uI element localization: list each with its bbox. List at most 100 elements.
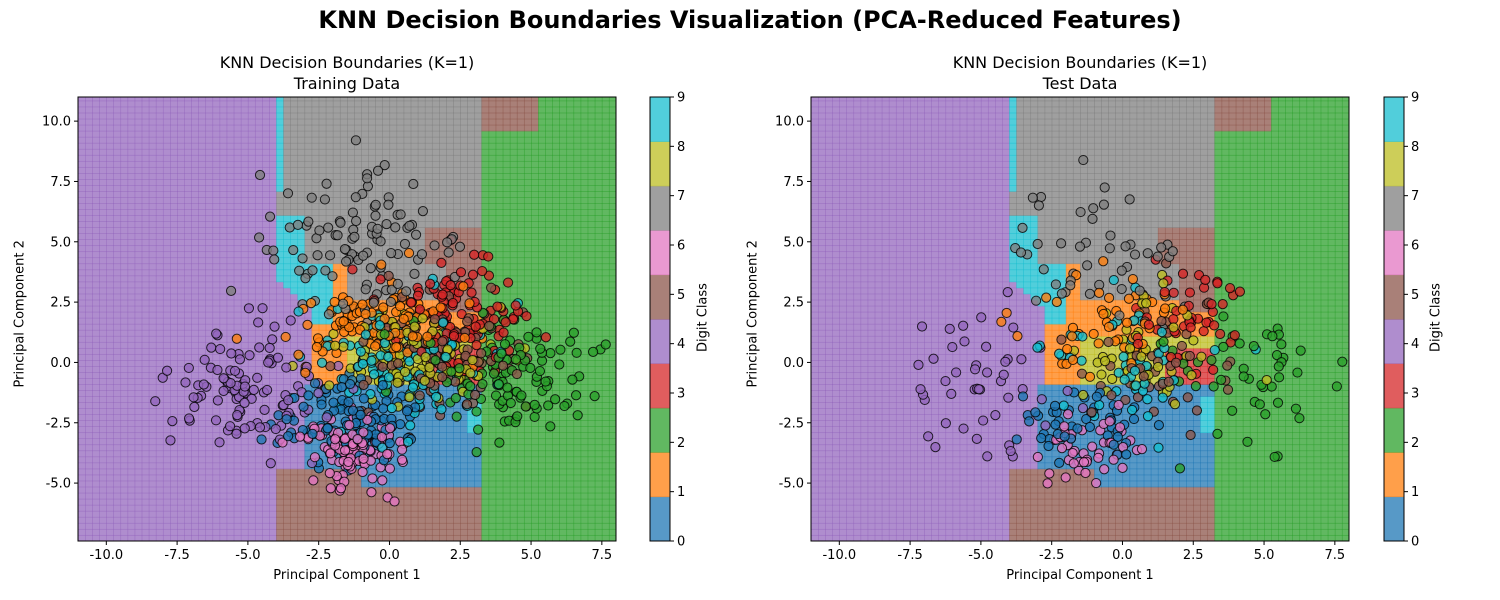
region-cell: [262, 396, 270, 403]
region-cell: [92, 154, 100, 162]
region-cell: [106, 408, 114, 415]
region-cell: [262, 450, 270, 458]
region-cell: [148, 504, 157, 512]
region-cell: [184, 486, 192, 494]
region-cell: [417, 438, 426, 446]
region-cell: [92, 317, 100, 325]
region-cell: [332, 185, 341, 192]
region-cell: [127, 263, 136, 271]
region-cell: [403, 148, 412, 156]
region-cell: [424, 263, 433, 271]
region-cell: [155, 450, 164, 458]
region-cell: [481, 166, 490, 174]
region-cell: [134, 251, 143, 259]
region-cell: [198, 438, 207, 446]
region-cell: [509, 191, 518, 198]
region-cell: [262, 100, 270, 108]
region-cell: [212, 142, 221, 150]
region-cell: [290, 534, 299, 541]
region-cell: [233, 311, 242, 319]
region-cell: [332, 97, 341, 102]
region-cell: [431, 528, 440, 536]
region-cell: [113, 263, 122, 271]
region-cell: [155, 154, 164, 162]
region-cell: [297, 360, 306, 367]
region-cell: [502, 227, 511, 234]
region-cell: [431, 227, 440, 234]
region-cell: [184, 154, 192, 162]
region-cell: [276, 185, 284, 192]
region-cell: [439, 269, 447, 277]
region-cell: [120, 341, 129, 349]
region-cell: [502, 462, 511, 470]
region-cell: [134, 179, 143, 186]
region-cell: [254, 275, 263, 283]
region-cell: [226, 191, 235, 198]
region-cell: [141, 130, 150, 138]
region-cell: [120, 209, 129, 216]
region-cell: [191, 420, 199, 427]
region-cell: [283, 480, 291, 488]
region-cell: [92, 384, 100, 391]
region-cell: [523, 510, 532, 518]
region-cell: [113, 528, 122, 536]
region-cell: [283, 305, 291, 313]
region-cell: [516, 197, 525, 204]
region-cell: [361, 474, 369, 482]
region-cell: [205, 185, 214, 192]
region-cell: [262, 191, 270, 198]
region-cell: [424, 444, 433, 452]
region-cell: [269, 372, 277, 379]
region-cell: [276, 462, 284, 470]
region-cell: [538, 233, 546, 240]
region-cell: [134, 450, 143, 458]
region-cell: [134, 154, 143, 162]
region-cell: [531, 148, 539, 156]
region-cell: [155, 480, 164, 488]
region-cell: [219, 166, 228, 174]
region-cell: [304, 444, 313, 452]
region-cell: [219, 456, 228, 464]
region-cell: [467, 420, 476, 427]
region-cell: [417, 329, 426, 337]
region-cell: [545, 329, 553, 337]
region-cell: [99, 414, 107, 421]
region-cell: [446, 124, 454, 132]
region-cell: [262, 462, 270, 470]
region-cell: [92, 124, 100, 132]
region-cell: [113, 432, 122, 440]
region-cell: [304, 384, 313, 391]
region-cell: [481, 100, 490, 108]
region-cell: [191, 353, 199, 361]
region-cell: [184, 522, 192, 530]
region-cell: [339, 353, 348, 361]
region-cell: [141, 257, 150, 265]
region-cell: [495, 414, 504, 421]
region-cell: [311, 257, 320, 265]
region-cell: [382, 263, 391, 271]
region-cell: [488, 100, 497, 108]
region-cell: [502, 118, 511, 126]
region-cell: [198, 474, 207, 482]
region-cell: [417, 486, 426, 494]
region-cell: [155, 438, 164, 446]
figure-title: KNN Decision Boundaries Visualization (P…: [318, 6, 1182, 34]
region-cell: [417, 130, 426, 138]
region-cell: [318, 492, 327, 500]
region-cell: [262, 275, 270, 283]
region-cell: [184, 492, 192, 500]
region-cell: [290, 118, 299, 126]
region-cell: [162, 245, 171, 253]
region-cell: [431, 468, 440, 476]
region-cell: [127, 420, 136, 427]
region-cell: [403, 257, 412, 265]
region-cell: [439, 154, 447, 162]
region-cell: [488, 203, 497, 210]
region-cell: [453, 462, 461, 470]
region-cell: [460, 251, 468, 259]
region-cell: [184, 329, 192, 337]
region-cell: [226, 474, 235, 482]
region-cell: [538, 426, 546, 434]
region-cell: [92, 372, 100, 379]
region-cell: [262, 263, 270, 271]
